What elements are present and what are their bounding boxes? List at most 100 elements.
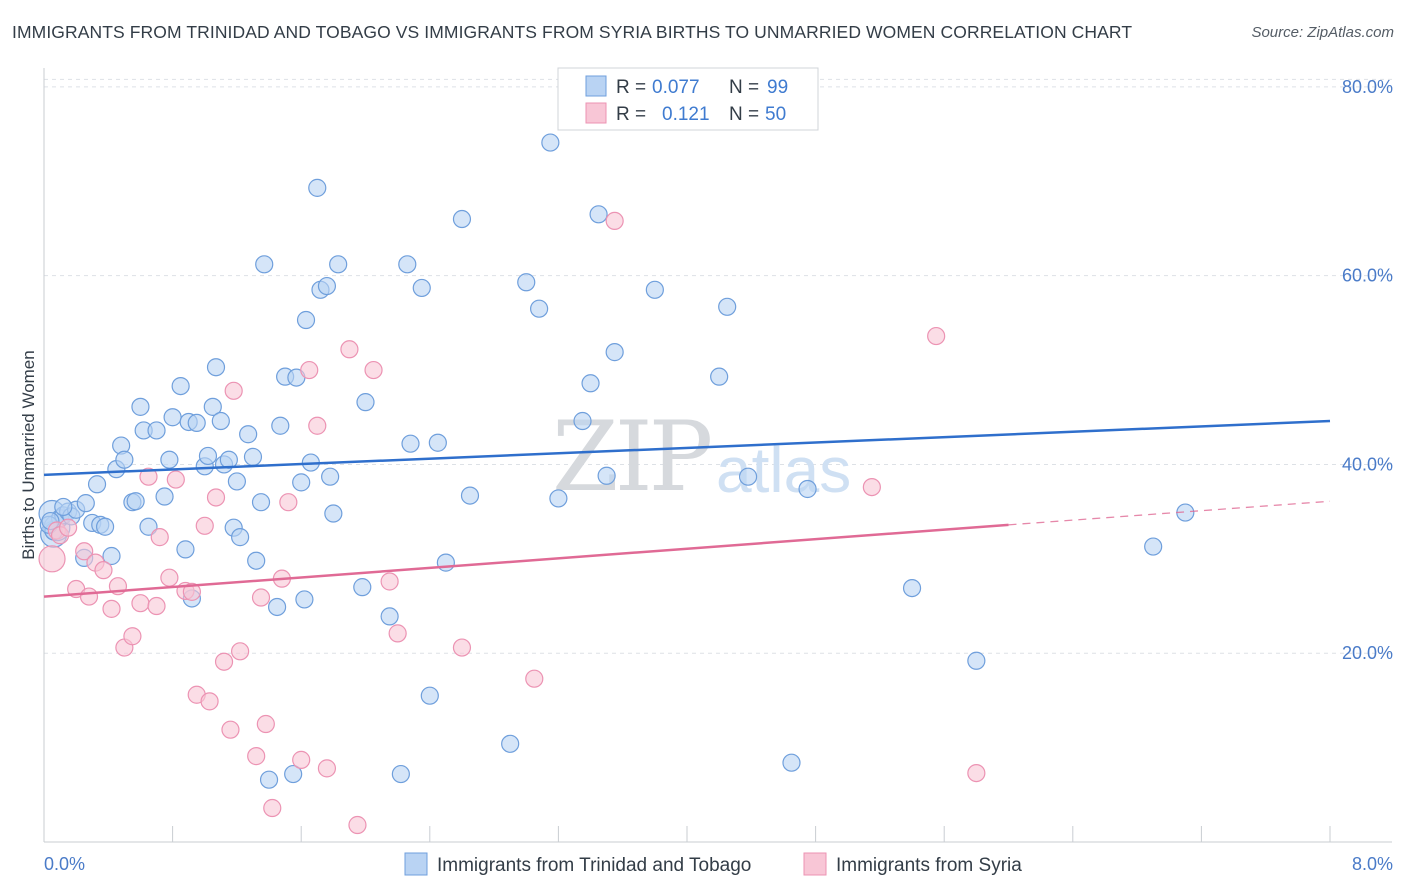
- axes: [43, 68, 1392, 843]
- point-trinidad: [412, 278, 431, 298]
- point-syria: [206, 488, 226, 507]
- y-axis-label: Births to Unmarried Women: [19, 350, 38, 559]
- point-syria: [139, 467, 158, 486]
- point-syria: [300, 360, 319, 380]
- point-syria: [224, 381, 243, 400]
- legend-r-label-1: R =: [616, 77, 646, 98]
- point-syria: [263, 798, 282, 818]
- point-trinidad: [206, 358, 226, 377]
- point-syria: [380, 572, 399, 591]
- point-syria: [927, 326, 946, 346]
- point-syria: [862, 477, 881, 497]
- point-syria: [247, 747, 266, 766]
- point-trinidad: [198, 446, 218, 466]
- point-trinidad: [131, 397, 150, 416]
- point-trinidad: [581, 374, 600, 393]
- series-legend-label-syria: Immigrants from Syria: [836, 855, 1022, 876]
- legend-n-value-1: 99: [767, 77, 788, 98]
- legend-r-value-2: 0.121: [662, 104, 710, 125]
- point-trinidad: [738, 467, 758, 486]
- trend-line-syria-extension: [1008, 500, 1331, 526]
- point-trinidad: [95, 517, 115, 536]
- series-legend-swatch-syria: [803, 852, 827, 876]
- point-trinidad: [391, 764, 410, 784]
- point-trinidad: [155, 487, 174, 506]
- point-trinidad: [517, 273, 536, 292]
- legend-n-value-2: 50: [765, 104, 786, 125]
- point-trinidad: [321, 467, 340, 486]
- point-trinidad: [239, 425, 258, 444]
- legend-r-label-2: R =: [616, 104, 646, 125]
- point-trinidad: [589, 205, 608, 224]
- legend-swatch-syria: [585, 102, 607, 124]
- point-syria: [79, 587, 99, 606]
- series-trinidad-points: [38, 133, 1195, 789]
- point-syria: [94, 561, 113, 580]
- point-trinidad: [147, 421, 166, 440]
- point-syria: [131, 594, 150, 613]
- point-trinidad: [243, 447, 263, 466]
- series-legend: Immigrants from Trinidad and Tobago Immi…: [404, 852, 1022, 876]
- point-trinidad: [967, 651, 986, 670]
- point-trinidad: [420, 686, 439, 705]
- data-points: [38, 133, 1195, 835]
- point-trinidad: [710, 367, 729, 386]
- point-trinidad: [259, 770, 279, 789]
- point-trinidad: [380, 607, 399, 626]
- point-trinidad: [247, 551, 266, 570]
- point-trinidad: [317, 276, 337, 296]
- point-syria: [364, 360, 383, 380]
- point-syria: [348, 815, 367, 835]
- gridlines: [44, 78, 1392, 654]
- point-syria: [967, 763, 986, 783]
- point-trinidad: [102, 546, 121, 566]
- point-syria: [147, 596, 166, 616]
- point-trinidad: [267, 597, 287, 617]
- point-trinidad: [176, 540, 195, 559]
- trend-line-trinidad: [43, 419, 1331, 477]
- stats-legend: R = 0.077 N = 99 R = 0.121 N = 50: [557, 67, 819, 131]
- tick-labels: 20.0% 40.0% 60.0% 80.0% 0.0% 8.0%: [44, 77, 1393, 874]
- point-syria: [251, 588, 271, 607]
- point-trinidad: [163, 408, 182, 427]
- point-syria: [525, 669, 544, 688]
- point-trinidad: [398, 255, 417, 274]
- point-syria: [292, 750, 311, 769]
- point-trinidad: [436, 553, 455, 572]
- point-trinidad: [428, 433, 447, 452]
- point-syria: [256, 714, 275, 734]
- legend-swatch-trinidad: [585, 75, 607, 97]
- point-trinidad: [87, 475, 107, 494]
- point-trinidad: [203, 397, 222, 416]
- point-trinidad: [329, 255, 348, 274]
- point-trinidad: [227, 472, 246, 491]
- point-syria: [123, 627, 142, 646]
- point-trinidad: [718, 297, 737, 316]
- point-syria: [195, 516, 214, 535]
- point-trinidad: [902, 578, 922, 598]
- point-trinidad: [76, 494, 95, 513]
- legend-r-value-1: 0.077: [652, 77, 700, 98]
- point-trinidad: [1144, 537, 1163, 556]
- point-trinidad: [160, 450, 179, 469]
- point-trinidad: [251, 493, 271, 512]
- point-trinidad: [452, 209, 472, 229]
- point-syria: [166, 470, 185, 489]
- point-trinidad: [605, 343, 624, 362]
- point-syria: [38, 545, 66, 573]
- point-trinidad: [139, 517, 158, 536]
- point-trinidad: [296, 310, 316, 330]
- point-trinidad: [295, 590, 314, 609]
- point-syria: [150, 528, 169, 547]
- point-trinidad: [284, 764, 303, 784]
- point-syria: [160, 568, 179, 587]
- y-tick-label: 40.0%: [1342, 454, 1393, 474]
- point-trinidad: [171, 376, 190, 396]
- series-legend-label-trinidad: Immigrants from Trinidad and Tobago: [437, 855, 751, 876]
- point-syria: [182, 582, 201, 601]
- y-tick-label: 60.0%: [1342, 266, 1393, 286]
- point-trinidad: [126, 492, 145, 511]
- point-trinidad: [255, 255, 274, 274]
- point-trinidad: [211, 411, 230, 431]
